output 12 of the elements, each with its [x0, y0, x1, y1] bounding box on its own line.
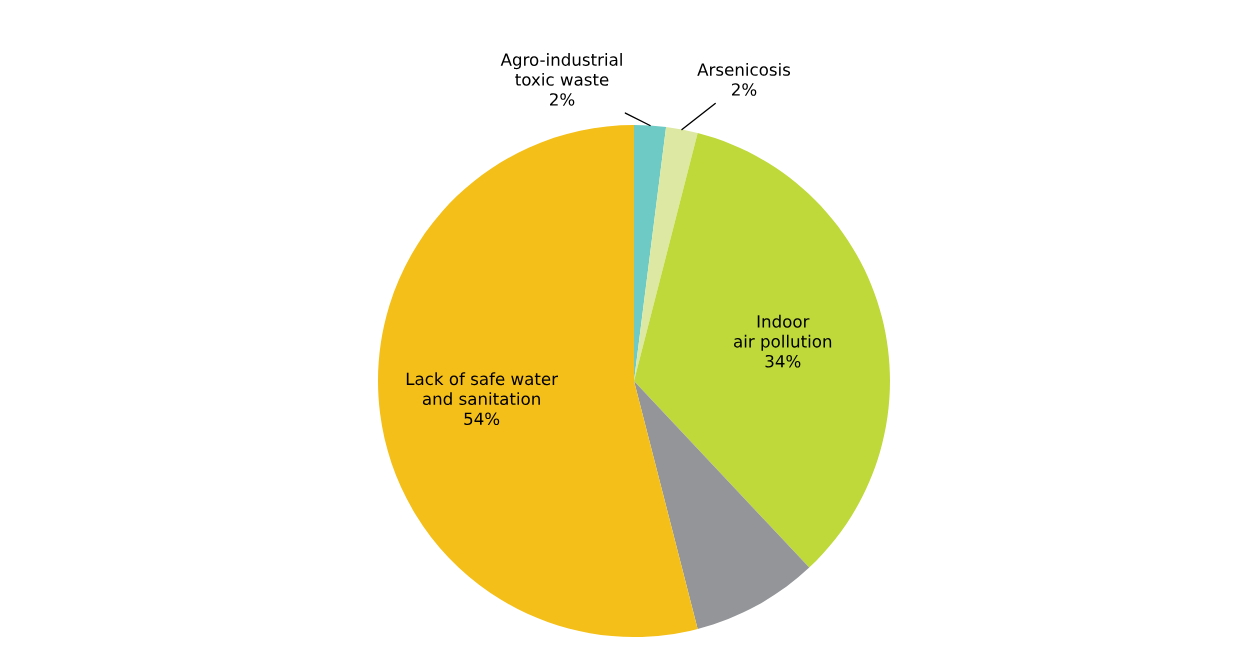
pie-slice	[634, 381, 810, 629]
pie-slice	[634, 133, 890, 568]
data-label: 2%	[550, 93, 575, 106]
slice-label: Arsenicosis	[697, 62, 791, 76]
slice-label: Agro-industrial toxic waste	[500, 53, 622, 86]
data-label: 34%	[765, 354, 801, 368]
pie-slice	[378, 125, 698, 637]
slice-label: Lack of safe water and sanitation	[406, 372, 558, 406]
data-label: 2%	[732, 83, 757, 96]
data-label: 54%	[464, 412, 500, 426]
pie-slice	[634, 127, 698, 381]
slice-label: Indoor air pollution	[734, 314, 832, 351]
